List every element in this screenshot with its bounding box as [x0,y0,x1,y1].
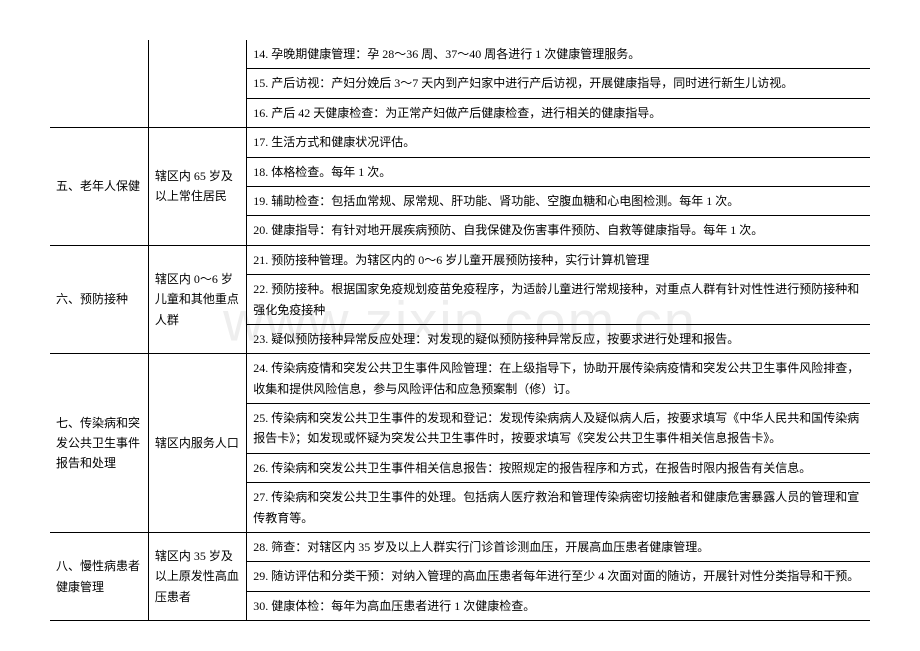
section-title-cell: 六、预防接种 [50,245,148,354]
item-cell: 21. 预防接种管理。为辖区内的 0～6 岁儿童开展预防接种，实行计算机管理 [247,245,870,274]
item-cell: 23. 疑似预防接种异常反应处理：对发现的疑似预防接种异常反应，按要求进行处理和… [247,324,870,353]
item-cell: 18. 体格检查。每年 1 次。 [247,157,870,186]
section-target-cell: 辖区内 65 岁及以上常住居民 [148,128,246,246]
item-cell: 22. 预防接种。根据国家免疫规划疫苗免疫程序，为适龄儿童进行常规接种，对重点人… [247,275,870,325]
section-target-cell: 辖区内 35 岁及以上原发性高血压患者 [148,533,246,621]
item-cell: 27. 传染病和突发公共卫生事件的处理。包括病人医疗救治和管理传染病密切接触者和… [247,483,870,533]
item-cell: 14. 孕晚期健康管理：孕 28～36 周、37～40 周各进行 1 次健康管理… [247,40,870,69]
item-cell: 15. 产后访视：产妇分娩后 3～7 天内到产妇家中进行产后访视，开展健康指导，… [247,69,870,98]
item-cell: 20. 健康指导：有针对地开展疾病预防、自我保健及伤害事件预防、自救等健康指导。… [247,216,870,245]
section-target-cell [148,40,246,128]
section-target-cell: 辖区内 0～6 岁儿童和其他重点人群 [148,245,246,354]
item-cell: 16. 产后 42 天健康检查：为正常产妇做产后健康检查，进行相关的健康指导。 [247,98,870,127]
item-cell: 28. 筛查：对辖区内 35 岁及以上人群实行门诊首诊测血压，开展高血压患者健康… [247,533,870,562]
item-cell: 26. 传染病和突发公共卫生事件相关信息报告：按照规定的报告程序和方式，在报告时… [247,453,870,482]
item-cell: 19. 辅助检查：包括血常规、尿常规、肝功能、肾功能、空腹血糖和心电图检测。每年… [247,186,870,215]
section-title-cell [50,40,148,128]
item-cell: 25. 传染病和突发公共卫生事件的发现和登记：发现传染病病人及疑似病人后，按要求… [247,404,870,454]
section-title-cell: 五、老年人保健 [50,128,148,246]
item-cell: 24. 传染病疫情和突发公共卫生事件风险管理：在上级指导下，协助开展传染病疫情和… [247,354,870,404]
section-title-cell: 八、慢性病患者健康管理 [50,533,148,621]
section-target-cell: 辖区内服务人口 [148,354,246,533]
service-items-table: 14. 孕晚期健康管理：孕 28～36 周、37～40 周各进行 1 次健康管理… [50,40,870,621]
item-cell: 30. 健康体检：每年为高血压患者进行 1 次健康检查。 [247,591,870,620]
section-title-cell: 七、传染病和突发公共卫生事件报告和处理 [50,354,148,533]
item-cell: 29. 随访评估和分类干预：对纳入管理的高血压患者每年进行至少 4 次面对面的随… [247,562,870,591]
item-cell: 17. 生活方式和健康状况评估。 [247,128,870,157]
